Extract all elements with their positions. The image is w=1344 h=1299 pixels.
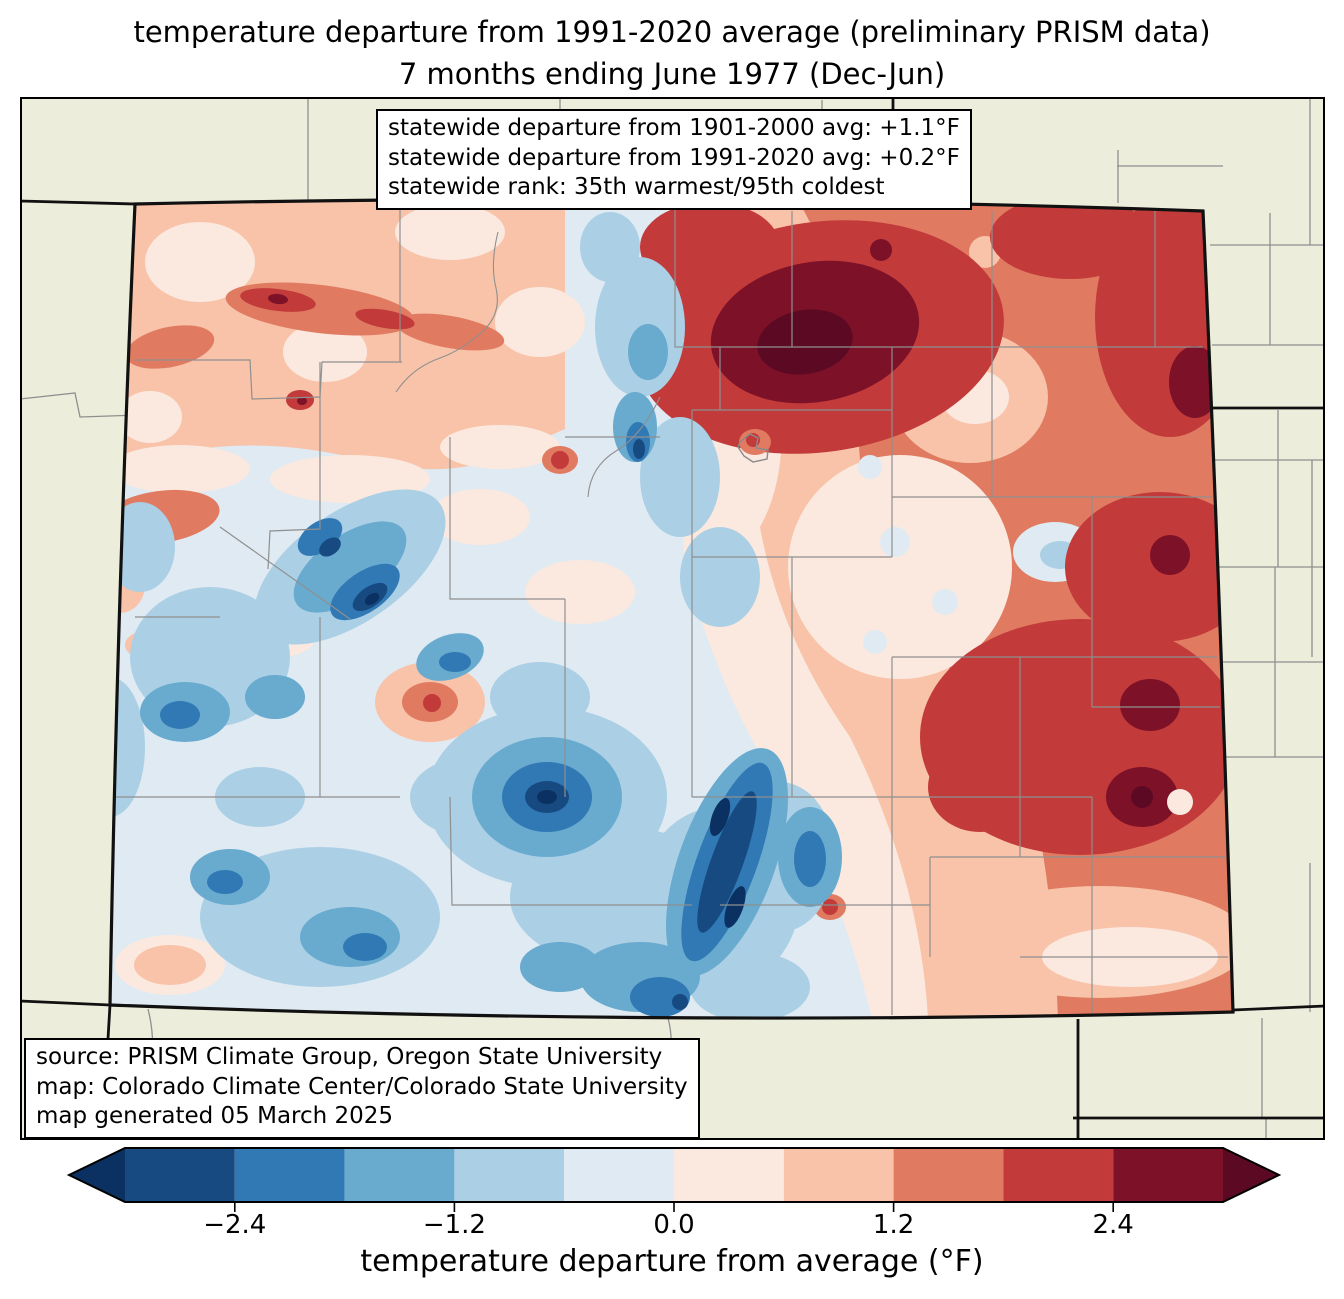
generated-date-line: map generated 05 March 2025 [36, 1103, 394, 1129]
map-axes: statewide departure from 1901-2000 avg: … [20, 97, 1325, 1140]
colorbar-tick-2p4: 2.4 [1092, 1210, 1134, 1240]
stats-box: statewide departure from 1901-2000 avg: … [376, 109, 972, 210]
colorado-anomaly-map [20, 97, 1325, 1140]
colorbar-segments [69, 1148, 1279, 1202]
denver-county-line [737, 433, 769, 463]
colorbar-outline [66, 1147, 1282, 1203]
colorbar-tick-neg1p2: −1.2 [422, 1210, 486, 1240]
figure-title-line2: 7 months ending June 1977 (Dec-Jun) [398, 57, 946, 91]
stats-line-1901-2000: statewide departure from 1901-2000 avg: … [388, 115, 960, 141]
stats-line-1991-2020: statewide departure from 1991-2020 avg: … [388, 144, 960, 171]
map-credit-line: map: Colorado Climate Center/Colorado St… [36, 1073, 688, 1100]
colorado-fill-layers [110, 199, 1233, 1019]
colorbar: −2.4 −1.2 0.0 1.2 2.4 temperature depart… [0, 1140, 1344, 1299]
river-lines [395, 231, 661, 498]
colorbar-axis-label: temperature departure from average (°F) [360, 1244, 984, 1279]
colorbar-tick-1p2: 1.2 [872, 1210, 915, 1240]
colorbar-tick-0p0: 0.0 [653, 1210, 695, 1240]
figure-title-line1: temperature departure from 1991-2020 ave… [133, 15, 1211, 49]
colorbar-svg [66, 1147, 1282, 1212]
axes-frame [20, 97, 1325, 1140]
source-box: source: PRISM Climate Group, Oregon Stat… [24, 1038, 700, 1139]
colorbar-tick-marks [234, 1202, 1114, 1212]
colorado-county-lines [110, 204, 1228, 1015]
source-line: source: PRISM Climate Group, Oregon Stat… [36, 1044, 663, 1070]
colorbar-tick-neg2p4: −2.4 [203, 1210, 267, 1240]
stats-line-rank: statewide rank: 35th warmest/95th coldes… [388, 174, 885, 200]
